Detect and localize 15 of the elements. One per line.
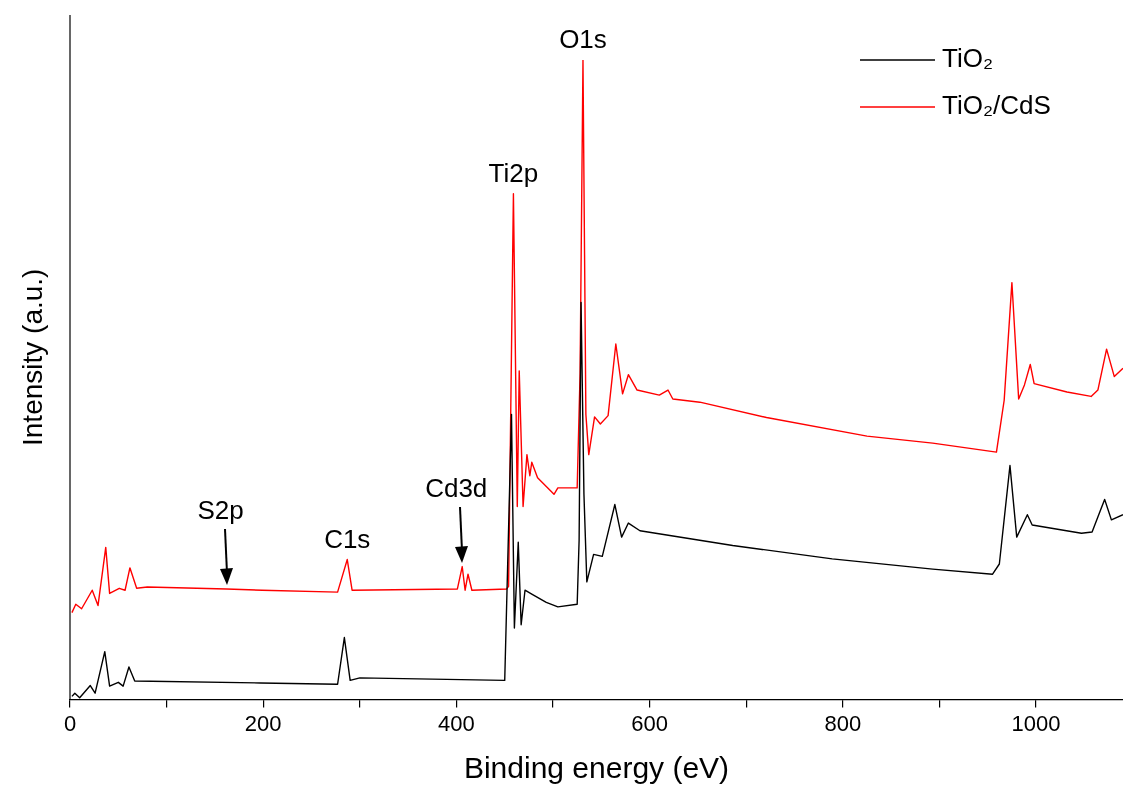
annotation: Ti2p — [488, 157, 539, 188]
annotation: C1s — [324, 523, 371, 554]
x-axis-title: Binding energy (eV) — [463, 751, 730, 785]
annotation: S2p — [197, 494, 244, 525]
x-tick-label: 400 — [438, 710, 475, 736]
x-tick-label: 600 — [631, 710, 668, 736]
annotation: O1s — [559, 24, 607, 54]
y-axis-title: Intensity (a.u.) — [16, 268, 48, 446]
legend-label: TiO₂/CdS — [942, 90, 1051, 121]
annotation: Cd3d — [425, 472, 488, 503]
x-tick-label: 800 — [824, 710, 862, 736]
legend-label: TiO₂ — [942, 43, 994, 74]
x-tick-label: 1000 — [1011, 710, 1061, 736]
x-tick-label: 0 — [63, 710, 77, 736]
x-tick-label: 200 — [244, 710, 282, 736]
